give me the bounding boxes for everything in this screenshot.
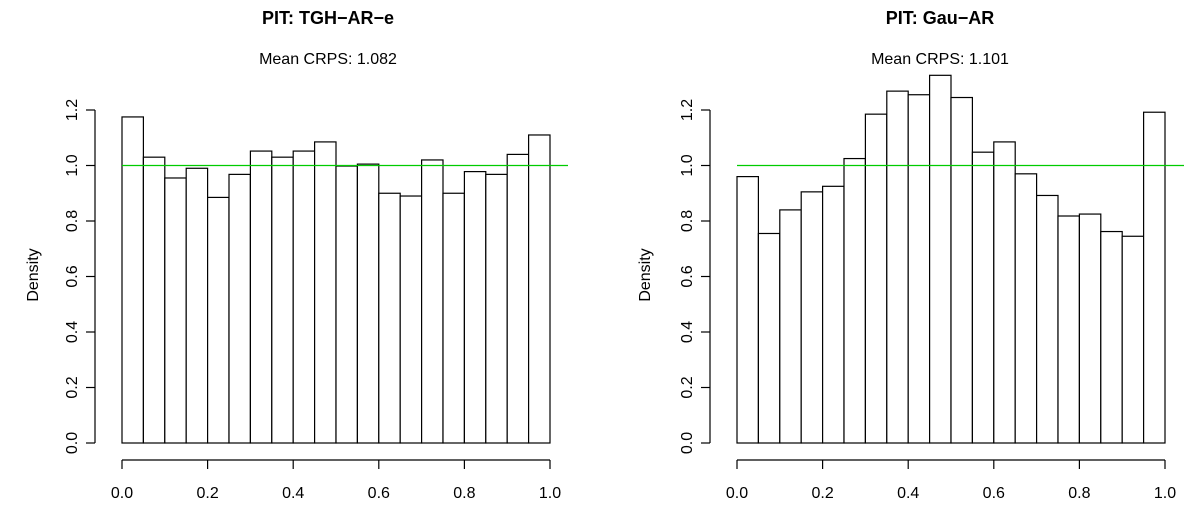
- histogram-bar: [928, 74, 952, 444]
- x-tick-label: 1.0: [539, 485, 561, 502]
- histogram-bar: [527, 134, 551, 444]
- histogram-bar: [506, 153, 530, 444]
- histogram-bar: [993, 141, 1016, 444]
- histogram-bar: [378, 192, 401, 444]
- histogram-bar: [228, 173, 251, 444]
- chart-title: PIT: TGH−AR−e: [262, 8, 394, 28]
- x-axis: 0.0 0.2 0.4 0.6 0.8 1.0: [726, 459, 1176, 502]
- histogram-bar: [207, 196, 230, 444]
- histogram-bar: [485, 173, 508, 444]
- histogram-bar: [142, 156, 166, 444]
- y-tick-label: 1.2: [679, 99, 696, 121]
- y-axis: 0.0 0.2 0.4 0.6 0.8 1.0 1.2: [64, 99, 96, 454]
- y-tick-label: 1.0: [64, 154, 81, 176]
- histogram-bar: [185, 167, 209, 444]
- y-axis-label: Density: [637, 248, 654, 301]
- bars-group: [736, 74, 1166, 444]
- histogram-bar: [971, 151, 995, 444]
- histogram-bar: [1014, 173, 1038, 444]
- histogram-bar: [864, 113, 888, 444]
- bars-group: [121, 116, 551, 444]
- x-tick-label: 0.2: [196, 485, 218, 502]
- chart-subtitle: Mean CRPS: 1.082: [259, 51, 397, 68]
- histogram-bar: [757, 232, 781, 444]
- histogram-bar: [356, 163, 380, 444]
- histogram-bar: [1142, 111, 1166, 444]
- y-tick-label: 0.4: [64, 321, 81, 343]
- histogram-bar: [800, 191, 824, 444]
- histogram-bar: [1057, 215, 1080, 444]
- histogram-bar: [1121, 235, 1145, 444]
- x-tick-label: 0.8: [453, 485, 475, 502]
- histogram-bar: [736, 176, 759, 444]
- x-tick-label: 1.0: [1154, 485, 1176, 502]
- x-tick-label: 0.2: [811, 485, 833, 502]
- y-tick-label: 0.6: [64, 265, 81, 287]
- y-tick-label: 0.0: [64, 432, 81, 454]
- histogram-bar: [821, 185, 845, 444]
- y-tick-label: 1.2: [64, 99, 81, 121]
- histogram-bar: [314, 141, 337, 444]
- y-tick-label: 0.8: [64, 210, 81, 232]
- y-tick-label: 0.2: [679, 376, 696, 398]
- histogram-bar: [843, 157, 866, 444]
- histogram-bar: [1078, 213, 1102, 444]
- histogram-bar: [399, 195, 423, 444]
- x-tick-label: 0.6: [983, 485, 1005, 502]
- y-tick-label: 0.2: [64, 376, 81, 398]
- y-axis-label: Density: [25, 248, 42, 301]
- y-tick-label: 0.6: [679, 265, 696, 287]
- y-tick-label: 1.0: [679, 154, 696, 176]
- y-axis: 0.0 0.2 0.4 0.6 0.8 1.0 1.2: [679, 99, 711, 454]
- y-tick-label: 0.4: [679, 321, 696, 343]
- histogram-bar: [164, 177, 187, 444]
- histogram-bar: [1035, 194, 1059, 444]
- histogram-bar: [779, 209, 802, 444]
- x-tick-label: 0.8: [1068, 485, 1090, 502]
- y-tick-label: 0.8: [679, 210, 696, 232]
- histogram-bar: [886, 90, 909, 444]
- chart-title: PIT: Gau−AR: [886, 8, 995, 28]
- x-tick-label: 0.6: [368, 485, 390, 502]
- x-tick-label: 0.0: [111, 485, 133, 502]
- histogram-bar: [442, 192, 465, 444]
- x-tick-label: 0.4: [897, 485, 919, 502]
- histogram-bar: [249, 150, 273, 444]
- x-axis: 0.0 0.2 0.4 0.6 0.8 1.0: [111, 459, 561, 502]
- panel-gau-ar: PIT: Gau−AR Mean CRPS: 1.101 Density 0.0…: [637, 8, 1184, 502]
- histogram-bar: [292, 150, 316, 444]
- histogram-bar: [1100, 230, 1123, 444]
- x-tick-label: 0.4: [282, 485, 304, 502]
- histogram-bar: [907, 94, 931, 444]
- chart-subtitle: Mean CRPS: 1.101: [871, 51, 1009, 68]
- histogram-bar: [335, 165, 358, 444]
- panel-tgh-ar-e: PIT: TGH−AR−e Mean CRPS: 1.082 Density 0…: [25, 8, 568, 502]
- histogram-bar: [271, 156, 294, 444]
- histogram-bar: [421, 159, 444, 444]
- y-tick-label: 0.0: [679, 432, 696, 454]
- histogram-bar: [950, 96, 973, 444]
- x-tick-label: 0.0: [726, 485, 748, 502]
- histogram-bar: [463, 171, 487, 444]
